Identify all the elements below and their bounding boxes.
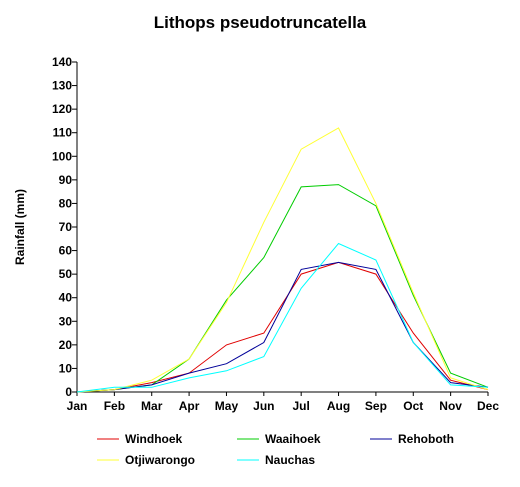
- series-line-waaihoek: [76, 184, 489, 393]
- y-tick-label: 20: [59, 338, 73, 352]
- y-tick-label: 40: [59, 291, 73, 305]
- series-line-otjiwarongo: [76, 127, 489, 393]
- x-tick-label: Jul: [293, 399, 310, 413]
- y-tick-label: 50: [59, 267, 73, 281]
- axes: 0 10 20 30 40 50 60 70 80 90 100 110 120 130 140 Jan Feb…: [52, 55, 499, 413]
- x-tick-label: Nov: [439, 399, 462, 413]
- x-tick-label: Dec: [477, 399, 499, 413]
- y-tick-label: 70: [59, 220, 73, 234]
- y-tick-label: 130: [52, 79, 72, 93]
- legend-label-nauchas: Nauchas: [265, 453, 315, 467]
- series-line-rehoboth: [76, 261, 489, 393]
- x-tick-label: May: [215, 399, 239, 413]
- y-tick-label: 10: [59, 361, 73, 375]
- y-tick-label: 30: [59, 314, 73, 328]
- y-tick-label: 80: [59, 196, 73, 210]
- y-tick-label: 110: [53, 126, 73, 140]
- legend: Windhoek Waaihoek Rehoboth Otjiwarongo Nauch…: [97, 432, 454, 467]
- chart-title: Lithops pseudotruncatella: [154, 13, 367, 32]
- y-tick-label: 140: [52, 55, 72, 69]
- x-tick-label: Aug: [327, 399, 350, 413]
- x-tick-label: Jun: [253, 399, 274, 413]
- legend-label-otjiwarongo: Otjiwarongo: [125, 453, 195, 467]
- y-tick-label: 0: [65, 385, 72, 399]
- x-tick-label: Oct: [403, 399, 423, 413]
- x-tick-label: Apr: [179, 399, 200, 413]
- series-line-nauchas: [76, 242, 489, 393]
- y-axis-label: Rainfall (mm): [13, 189, 27, 265]
- x-tick-label: Sep: [365, 399, 387, 413]
- y-tick-label: 60: [59, 244, 73, 258]
- series-lines: [76, 127, 489, 393]
- y-tick-label: 100: [52, 149, 72, 163]
- legend-label-waaihoek: Waaihoek: [265, 432, 321, 446]
- legend-label-windhoek: Windhoek: [125, 432, 183, 446]
- legend-label-rehoboth: Rehoboth: [398, 432, 454, 446]
- y-tick-label: 120: [52, 102, 72, 116]
- series-line-windhoek: [76, 261, 489, 393]
- y-tick-label: 90: [59, 173, 73, 187]
- x-tick-label: Mar: [141, 399, 163, 413]
- x-tick-label: Jan: [67, 399, 88, 413]
- x-tick-label: Feb: [104, 399, 125, 413]
